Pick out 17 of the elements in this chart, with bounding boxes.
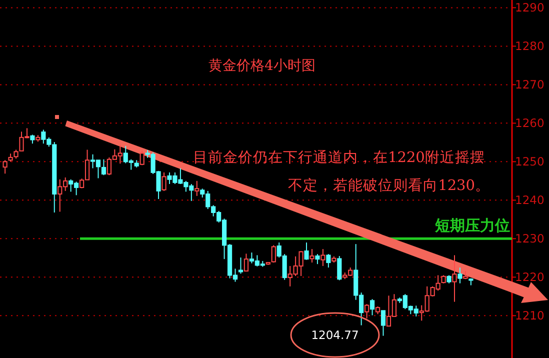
y-tick-label: 1270 (515, 78, 544, 92)
y-tick-label: 1290 (515, 0, 544, 15)
candlestick (458, 267, 462, 284)
candlestick (194, 180, 200, 196)
y-tick-label: 1280 (515, 39, 544, 54)
annotation: 1204.77 (311, 328, 359, 342)
candlestick (452, 254, 457, 302)
annotation: 目前金价仍在下行通道内，在1220附近摇摆不定，若能破位则看向1230。 (193, 149, 490, 194)
y-tick-label: 1240 (515, 193, 544, 208)
y-tick-label: 1250 (515, 154, 544, 169)
candlestick (310, 248, 314, 264)
text: 黄金价格4小时图 (208, 58, 316, 74)
y-tick-label: 1260 (515, 116, 544, 130)
y-tick-label: 1210 (515, 308, 544, 323)
ref-line-label: 短期压力位 (434, 216, 510, 235)
y-tick-label: 1230 (515, 232, 544, 246)
y-tick-label: 1220 (515, 270, 544, 284)
